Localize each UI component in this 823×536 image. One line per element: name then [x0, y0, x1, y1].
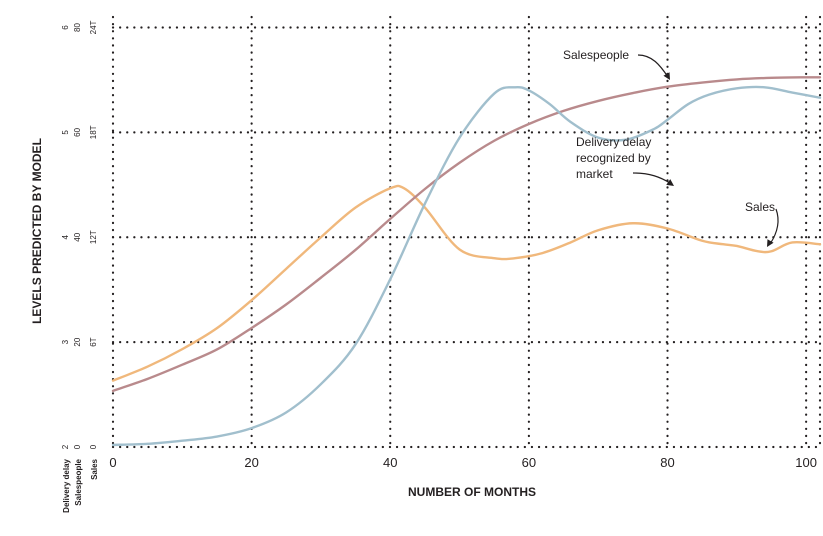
- sales-line: [111, 184, 822, 382]
- delivery-delay-tick-label: 6: [61, 25, 70, 30]
- salespeople-tick-label: 80: [73, 22, 82, 31]
- annotation-delivery-delay-arrowhead: [666, 179, 674, 186]
- salespeople-axis-label: Salespeople: [74, 458, 83, 505]
- x-tick-label: 20: [244, 455, 258, 470]
- x-tick-label: 60: [522, 455, 536, 470]
- annotation-delivery-delay-line: Delivery delay: [576, 135, 651, 149]
- sales-tick-label: 18T: [89, 125, 98, 139]
- annotation-delivery-delay-line: recognized by: [576, 151, 651, 165]
- tick-labels: 0 20 40 60 80 100 2 3 4 5 6 Delivery delay 0 20 40 60 80…: [61, 20, 817, 512]
- salespeople-tick-label: 60: [73, 127, 82, 136]
- delivery-delay-tick-label: 4: [61, 234, 70, 239]
- annotation-delivery-delay-arrow: [632, 172, 671, 184]
- x-tick-label: 100: [795, 455, 817, 470]
- delivery-delay-tick-label: 3: [61, 339, 70, 344]
- x-tick-label: 80: [660, 455, 674, 470]
- grid-lines: [111, 15, 822, 449]
- sales-tick-label: 12T: [89, 230, 98, 244]
- salespeople-tick-label: 0: [73, 444, 82, 449]
- annotation-salespeople: Salespeople: [563, 48, 629, 62]
- delivery-delay-axis-label: Delivery delay: [62, 458, 71, 512]
- annotation-salespeople-arrowhead: [663, 72, 670, 80]
- x-tick-label: 40: [383, 455, 397, 470]
- x-tick-label: 0: [109, 455, 116, 470]
- annotation-sales-arrowhead: [767, 239, 774, 247]
- salespeople-line: [111, 76, 822, 393]
- series-lines: [111, 76, 822, 447]
- sales-tick-label: 6T: [89, 337, 98, 346]
- delivery-delay-tick-label: 5: [61, 130, 70, 135]
- delivery-delay-recognized-by-market-line: [111, 85, 822, 447]
- x-axis-title: NUMBER OF MONTHS: [408, 485, 536, 499]
- sales-tick-label: 0: [89, 444, 98, 449]
- y-axis-title: LEVELS PREDICTED BY MODEL: [30, 138, 44, 324]
- salespeople-tick-label: 40: [73, 232, 82, 241]
- salespeople-tick-label: 20: [73, 337, 82, 346]
- annotations: Salespeople Delivery delay recognized by ma…: [563, 48, 779, 247]
- annotation-sales: Sales: [745, 200, 775, 214]
- annotation-salespeople-arrow: [637, 54, 669, 78]
- sales-tick-label: 24T: [89, 20, 98, 34]
- annotation-delivery-delay: Delivery delay recognized by market: [576, 135, 651, 181]
- sales-axis-label: Sales: [90, 458, 99, 479]
- annotation-sales-arrow: [769, 208, 779, 245]
- annotation-delivery-delay-line: market: [576, 167, 613, 181]
- delivery-delay-tick-label: 2: [61, 444, 70, 449]
